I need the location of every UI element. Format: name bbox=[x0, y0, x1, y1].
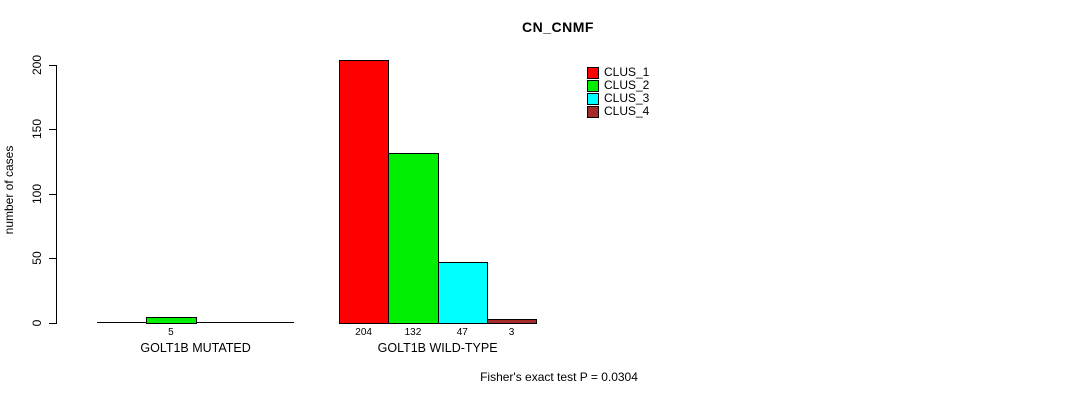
y-tick-label: 0 bbox=[30, 319, 44, 326]
bar-value-label: 204 bbox=[355, 326, 372, 338]
y-tick bbox=[49, 193, 56, 195]
y-axis-label: number of cases bbox=[2, 145, 16, 235]
y-axis-line bbox=[56, 64, 57, 324]
y-tick bbox=[49, 258, 56, 259]
fisher-test-annotation: Fisher's exact test P = 0.0304 bbox=[480, 370, 638, 384]
bar-value-label: 3 bbox=[508, 326, 515, 338]
legend-swatch-clus_2 bbox=[587, 80, 599, 92]
bar-value-label: 5 bbox=[168, 326, 174, 338]
group-label: GOLT1B MUTATED bbox=[140, 341, 251, 355]
y-tick-label: 150 bbox=[30, 118, 44, 140]
bar-clus_4 bbox=[486, 318, 538, 324]
legend-swatch-clus_4 bbox=[587, 106, 599, 118]
legend-label-clus_2: CLUS_2 bbox=[604, 78, 650, 92]
y-tick-label: 50 bbox=[30, 251, 44, 265]
bar-value-label: 47 bbox=[456, 326, 468, 338]
chart-title: CN_CNMF bbox=[522, 19, 594, 35]
legend-label-clus_1: CLUS_1 bbox=[604, 65, 650, 79]
y-tick-label: 200 bbox=[30, 54, 44, 75]
legend-label-clus_3: CLUS_3 bbox=[604, 91, 650, 105]
bar-clus_2 bbox=[388, 152, 439, 324]
bar-clus_3 bbox=[437, 261, 488, 324]
bar-value-label: 132 bbox=[404, 326, 422, 338]
legend-label-clus_4: CLUS_4 bbox=[604, 104, 650, 118]
y-tick-label: 100 bbox=[30, 183, 44, 204]
group-label: GOLT1B WILD-TYPE bbox=[377, 341, 498, 355]
y-tick bbox=[49, 322, 56, 324]
legend-swatch-clus_1 bbox=[587, 67, 599, 79]
y-tick bbox=[49, 64, 56, 66]
legend-swatch-clus_3 bbox=[587, 93, 599, 105]
bar-clus_1 bbox=[339, 59, 390, 324]
bar-clus_2 bbox=[146, 316, 197, 324]
y-tick bbox=[49, 129, 56, 130]
